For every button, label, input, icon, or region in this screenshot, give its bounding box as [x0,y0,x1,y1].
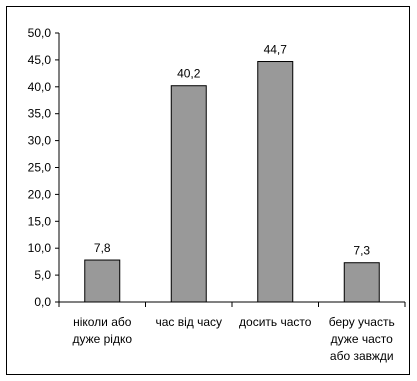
bar [257,61,294,303]
data-label: 7,8 [94,241,111,255]
bar [84,259,121,303]
x-category-label: або завжди [330,349,394,363]
y-tick-label: 25,0 [28,161,52,175]
y-tick-label: 5,0 [34,268,51,282]
bar [170,85,207,303]
x-category-label: дуже рідко [72,332,132,346]
y-tick-label: 0,0 [34,295,51,309]
y-tick-label: 20,0 [28,187,52,201]
x-category-label: час від часу [155,315,222,329]
x-category-label: беру участь [329,315,395,329]
y-tick-label: 45,0 [28,53,52,67]
data-label: 44,7 [264,43,288,57]
x-category-label: досить часто [239,315,312,329]
x-category-label: ніколи або [73,315,132,329]
bar [343,262,380,303]
data-label: 7,3 [353,244,370,258]
y-tick-label: 50,0 [28,26,52,40]
y-tick-label: 35,0 [28,107,52,121]
y-tick-label: 40,0 [28,80,52,94]
x-category-label: дуже часто [331,332,393,346]
y-tick-label: 10,0 [28,241,52,255]
y-tick-label: 15,0 [28,214,52,228]
y-tick-label: 30,0 [28,134,52,148]
chart-frame [6,6,410,375]
data-label: 40,2 [177,67,201,81]
